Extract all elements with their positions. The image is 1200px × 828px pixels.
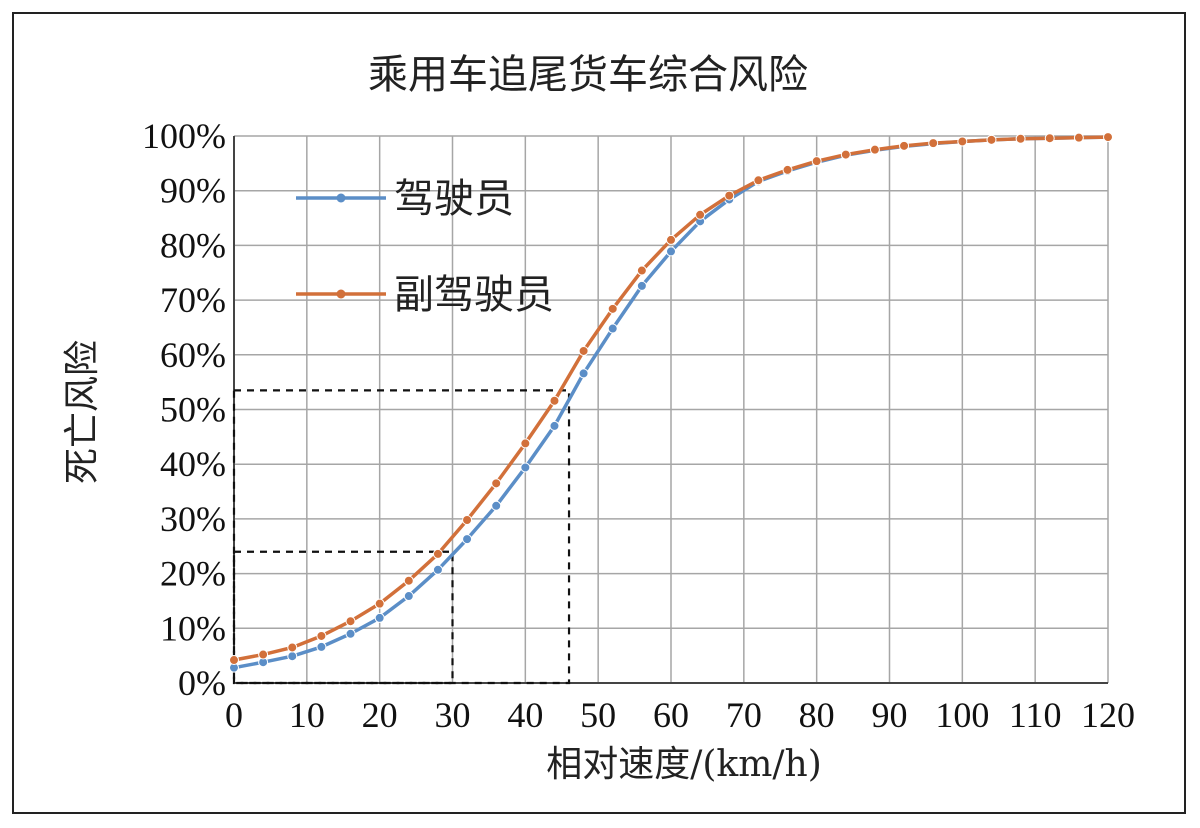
y-tick-label: 50% [160,390,226,430]
data-point [724,190,735,201]
data-point [432,548,443,559]
y-tick-label: 10% [160,608,226,648]
data-point [986,134,997,145]
data-point [520,462,531,473]
data-point [287,651,298,662]
x-tick-label: 50 [580,695,616,735]
data-point [345,628,356,639]
x-tick-label: 30 [435,695,471,735]
y-tick-label: 60% [160,335,226,375]
y-tick-label: 0% [178,663,226,703]
data-point [316,630,327,641]
x-tick-label: 90 [872,695,908,735]
legend-item: 驾驶员 [296,176,514,222]
legend-swatch-marker [336,289,346,299]
data-point [1103,132,1113,143]
data-point [928,138,939,149]
data-point [840,149,851,160]
tick-labels: 0 10 20 30 40 50 60 70 80 90 100 110 120 0% 10% 20% 30% 4… [142,116,1135,735]
reference-lines [232,389,571,685]
data-point [374,612,385,623]
grid [233,135,1109,684]
risk-curve-chart: 乘用车追尾货车综合风险 0 10 20 30 40 50 60 70 80 90 100 110 120… [62,52,1135,785]
chart-frame: 乘用车追尾货车综合风险 0 10 20 30 40 50 60 70 80 90 100 110 120… [12,12,1186,814]
data-point [403,591,414,602]
data-point [957,136,968,147]
data-point [287,642,298,653]
y-axis-label: 死亡风险 [62,340,103,484]
x-tick-label: 10 [289,695,325,735]
x-tick-label: 100 [935,695,989,735]
x-tick-label: 40 [507,695,543,735]
data-point [695,209,706,220]
data-point [462,514,473,525]
y-tick-label: 70% [160,280,226,320]
data-point [578,368,589,379]
data-point [1044,133,1055,144]
x-tick-label: 0 [225,695,243,735]
data-point [316,641,327,652]
x-tick-label: 70 [726,695,762,735]
data-point [636,265,647,276]
data-point [432,564,443,575]
data-point [782,164,793,175]
data-point [578,345,589,356]
data-point [491,500,502,511]
y-tick-label: 100% [142,116,226,156]
data-point [549,420,560,431]
data-point [549,395,560,406]
data-point [258,649,269,660]
data-point [229,655,239,666]
legend-swatch-marker [336,193,346,203]
x-tick-label: 110 [1009,695,1062,735]
y-tick-label: 80% [160,225,226,265]
data-point [869,144,880,155]
data-point [899,140,910,151]
x-axis-label: 相对速度/(km/h) [546,744,822,785]
series-layer [229,132,1113,673]
data-point [1015,133,1026,144]
data-point [666,246,676,257]
y-tick-label: 40% [160,444,226,484]
data-point [607,303,618,314]
data-point [345,616,356,627]
legend-label: 副驾驶员 [394,272,554,318]
legend-label: 驾驶员 [394,176,514,222]
data-point [462,534,473,545]
series-2 [229,132,1113,666]
chart-title: 乘用车追尾货车综合风险 [368,52,808,98]
x-tick-label: 60 [653,695,689,735]
y-tick-label: 90% [160,171,226,211]
y-tick-label: 30% [160,499,226,539]
data-point [607,323,618,334]
x-tick-label: 120 [1081,695,1135,735]
data-point [753,175,764,186]
y-tick-label: 20% [160,554,226,594]
legend-item: 副驾驶员 [296,272,554,318]
data-point [666,234,676,245]
data-point [636,280,647,291]
data-point [491,478,502,489]
data-point [811,156,822,167]
x-tick-label: 80 [799,695,835,735]
data-point [403,575,414,586]
data-point [1073,132,1084,143]
data-point [374,598,385,609]
data-point [520,438,531,449]
reference-dashed-box [232,389,571,685]
x-tick-label: 20 [362,695,398,735]
